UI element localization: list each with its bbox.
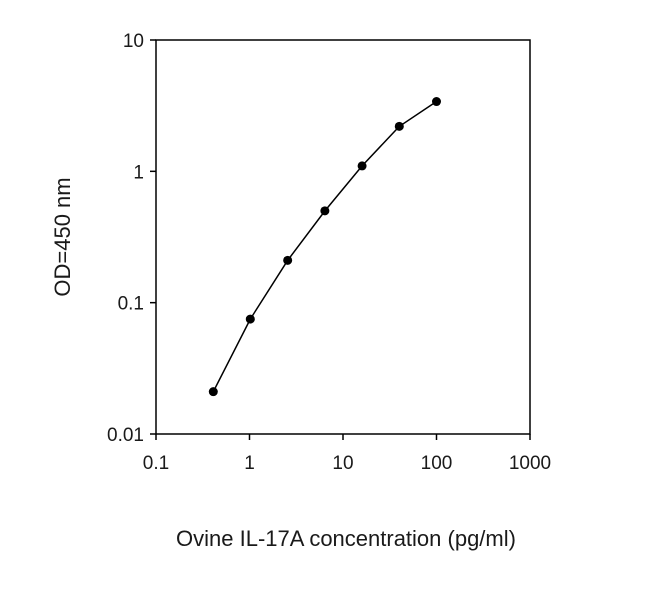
data-point — [320, 206, 330, 216]
y-tick-label: 0.01 — [107, 425, 144, 446]
x-tick-label: 0.1 — [143, 453, 169, 474]
data-series — [208, 97, 441, 397]
y-tick-label: 0.1 — [118, 294, 144, 315]
data-point — [245, 314, 255, 324]
data-point — [394, 121, 404, 131]
x-axis-title: Ovine IL-17A concentration (pg/ml) — [176, 526, 516, 551]
x-tick-label: 1 — [244, 453, 255, 474]
x-axis-ticks: 0.1 1 10 100 1000 — [143, 434, 551, 474]
x-tick-label: 100 — [421, 453, 453, 474]
data-point — [283, 255, 293, 265]
y-tick-label: 1 — [133, 162, 144, 183]
y-axis-ticks: 0.01 0.1 1 10 — [107, 31, 156, 446]
data-point — [432, 97, 441, 107]
x-tick-label: 1000 — [509, 453, 551, 474]
y-axis-title: OD=450 nm — [50, 177, 75, 296]
y-tick-label: 10 — [123, 31, 144, 52]
data-point — [208, 387, 218, 397]
x-tick-label: 10 — [332, 453, 353, 474]
plot-area — [155, 39, 531, 435]
data-point — [357, 161, 367, 171]
